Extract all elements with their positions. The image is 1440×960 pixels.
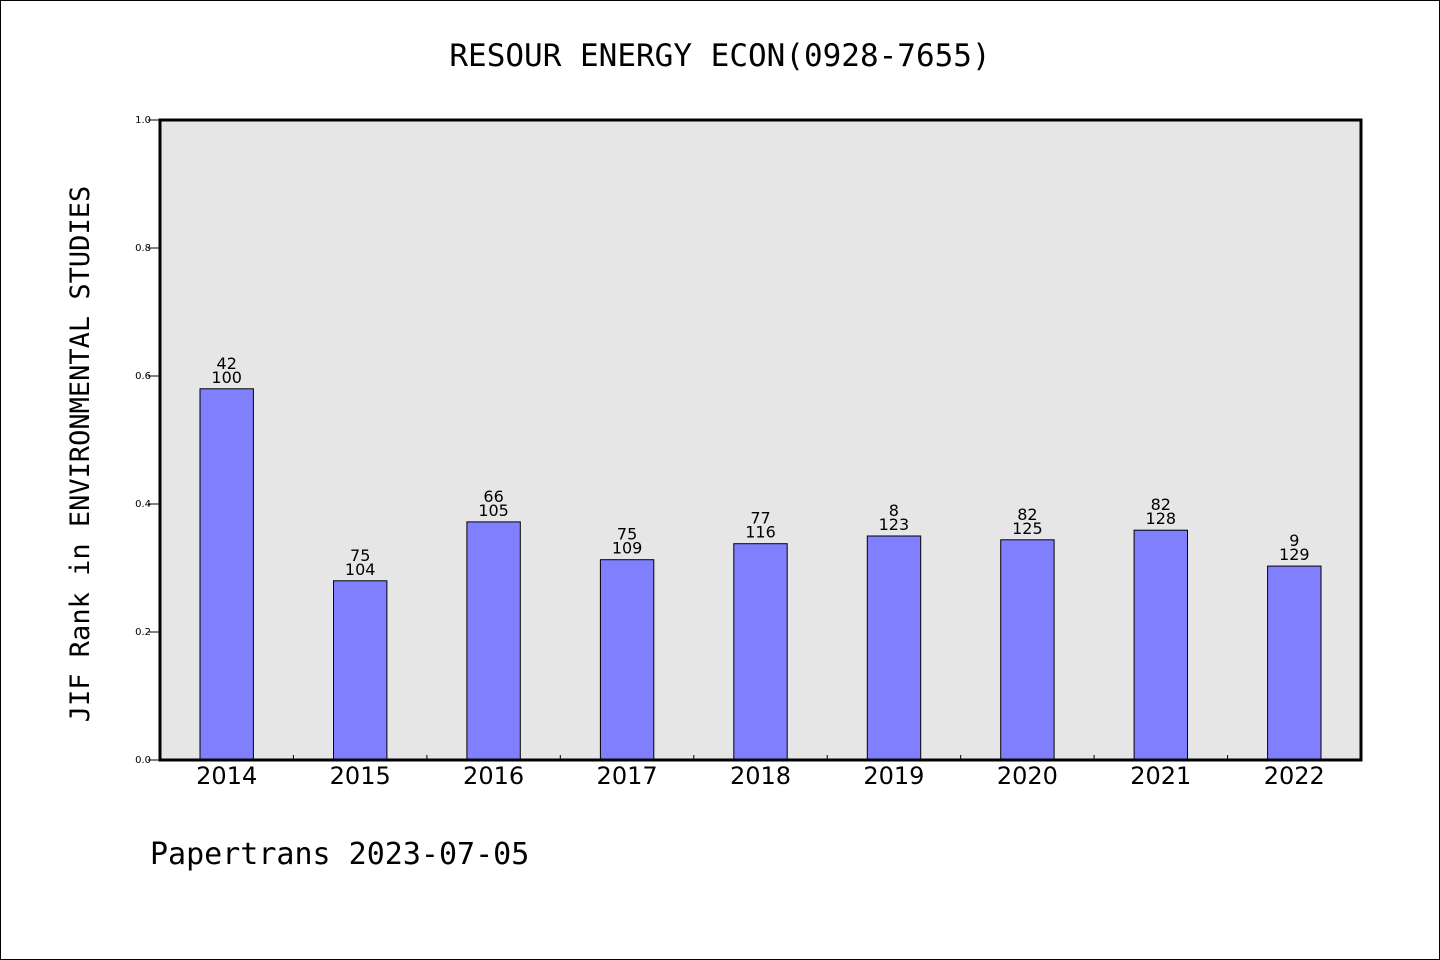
x-tick-label-2018: 2018	[730, 762, 791, 790]
x-tick-label-2014: 2014	[196, 762, 257, 790]
bar-rank-label-2019: 8	[889, 501, 899, 520]
x-tick-label-2015: 2015	[330, 762, 391, 790]
x-tick-label-2022: 2022	[1264, 762, 1325, 790]
bar-total-label-2019: 123	[879, 515, 910, 534]
bar-rank-label-2018: 77	[750, 509, 770, 528]
bar-2015	[333, 580, 388, 761]
bar-2021	[1133, 529, 1188, 761]
bar-total-label-2015: 104	[345, 560, 376, 579]
y-axis-ticks: 0.0 0.2 0.4 0.6 0.8 1.0	[135, 115, 160, 766]
y-tick-label: 0.8	[135, 243, 151, 254]
bar-rank-label-2016: 66	[483, 487, 503, 506]
x-tick-label-2017: 2017	[597, 762, 658, 790]
bar-2018	[733, 543, 788, 761]
bar-2017	[599, 559, 655, 761]
x-tick-label-2020: 2020	[997, 762, 1058, 790]
x-tick-label-2021: 2021	[1130, 762, 1191, 790]
bar-2022	[1267, 565, 1322, 761]
y-tick-label: 0.0	[135, 755, 151, 766]
bar-2020	[1000, 539, 1055, 761]
x-tick-label-2019: 2019	[863, 762, 924, 790]
bar-2016	[466, 521, 521, 761]
bar-rank-label-2015: 75	[350, 546, 370, 565]
y-tick-label: 0.4	[135, 499, 151, 510]
bar-total-label-2014: 100	[211, 368, 242, 387]
x-axis-ticks: 2014 2015 2016 2017 2018 2019 2020 2021 2022	[196, 755, 1325, 790]
bar-total-label-2021: 128	[1146, 509, 1177, 528]
bar-2019	[866, 535, 922, 761]
bar-total-label-2016: 105	[478, 501, 509, 520]
bar-total-label-2017: 109	[612, 539, 643, 558]
bar-total-label-2022: 129	[1279, 545, 1310, 564]
footer-text: Papertrans 2023-07-05	[150, 837, 529, 872]
bar-rank-label-2017: 75	[617, 525, 637, 544]
y-tick-label: 0.6	[135, 371, 151, 382]
plot-border	[158, 118, 1363, 762]
x-tick-label-2016: 2016	[463, 762, 524, 790]
y-tick-label: 1.0	[135, 115, 151, 126]
bars-group: 4210075104661057510977116812382125821289…	[199, 354, 1322, 761]
bar-rank-label-2020: 82	[1017, 505, 1037, 524]
y-tick-label: 0.2	[135, 627, 151, 638]
y-axis-label: JIF Rank in ENVIRONMENTAL STUDIES	[65, 186, 96, 722]
bar-rank-label-2021: 82	[1151, 495, 1171, 514]
bar-total-label-2020: 125	[1012, 519, 1043, 538]
chart-title: RESOUR ENERGY ECON(0928-7655)	[449, 38, 990, 74]
bar-rank-label-2022: 9	[1289, 531, 1299, 550]
bar-rank-label-2014: 42	[217, 354, 237, 373]
bar-2014	[199, 388, 254, 761]
bar-total-label-2018: 116	[745, 523, 776, 542]
